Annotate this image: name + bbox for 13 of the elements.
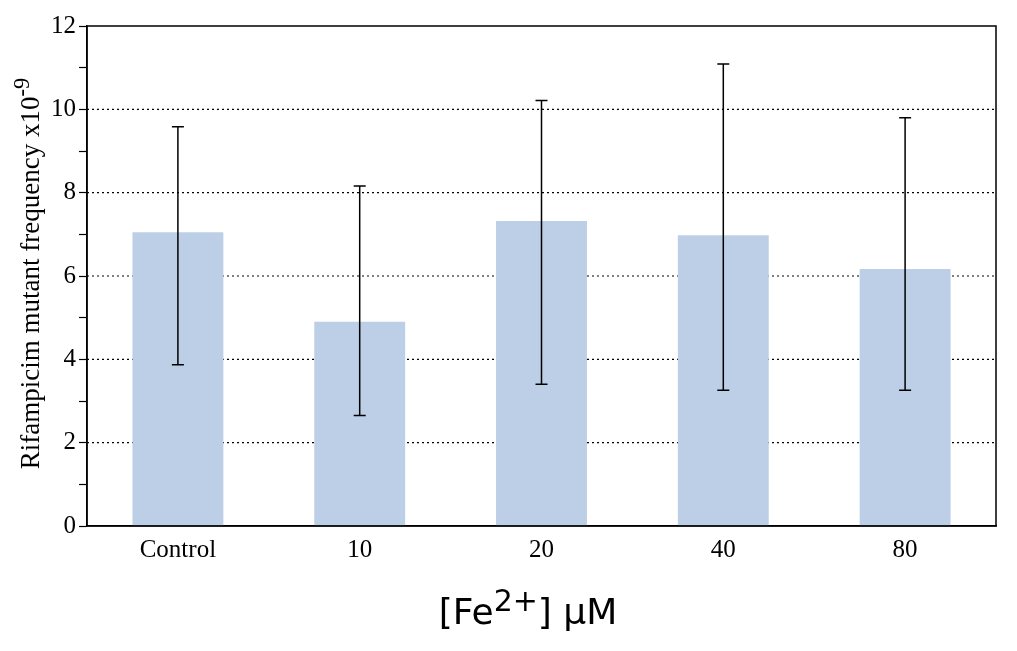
y-tick-label: 12 xyxy=(51,10,76,38)
y-tick-label: 4 xyxy=(63,343,77,371)
x-tick-label: 20 xyxy=(529,534,554,562)
x-tick-label: 40 xyxy=(710,534,736,562)
y-tick-label: 10 xyxy=(51,93,76,121)
y-tick-label: 6 xyxy=(63,260,76,288)
x-tick-label: 10 xyxy=(347,534,373,562)
x-tick-label: 80 xyxy=(892,534,918,562)
x-axis-title: [Fe$^{2+}$] μM xyxy=(437,583,619,632)
x-tick-label: Control xyxy=(139,534,217,562)
y-tick-label: 0 xyxy=(63,510,76,538)
y-tick-label: 2 xyxy=(63,427,76,455)
y-tick-label: 8 xyxy=(63,177,76,205)
